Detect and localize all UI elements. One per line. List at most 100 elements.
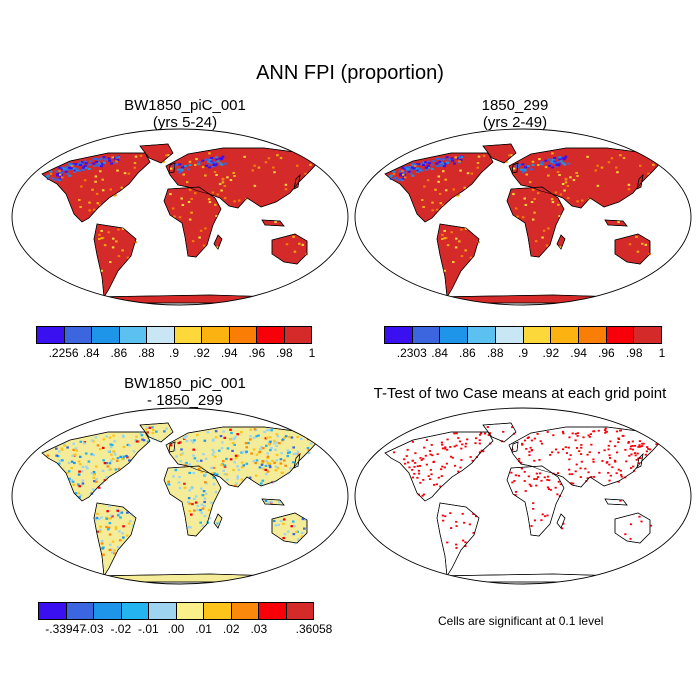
significant-cell	[425, 463, 428, 466]
colorbar-tick-label: .96	[248, 346, 266, 360]
coastline-japan	[293, 453, 301, 469]
significant-cell	[523, 470, 526, 473]
grid-cell	[521, 163, 525, 166]
grid-cell	[558, 215, 561, 218]
grid-cell	[454, 246, 458, 249]
grid-cell	[258, 450, 262, 453]
grid-cell	[189, 526, 192, 529]
significant-cell	[644, 453, 647, 456]
significant-cell	[538, 458, 541, 461]
grid-cell	[236, 433, 240, 436]
grid-cell	[411, 174, 415, 177]
grid-cell	[66, 172, 70, 175]
grid-cell	[275, 444, 279, 448]
world-map-case2	[354, 128, 692, 306]
grid-cell	[274, 465, 278, 468]
grid-cell	[70, 460, 74, 463]
world-map-diff	[11, 407, 349, 585]
grid-cell	[208, 158, 212, 161]
significant-cell	[603, 429, 607, 432]
grid-cell	[564, 177, 568, 180]
grid-cell	[84, 166, 88, 169]
grid-cell	[215, 156, 219, 159]
grid-cell	[201, 159, 205, 162]
panel-title-diff: BW1850_piC_001 - 1850_299	[20, 375, 350, 409]
grid-cell	[188, 218, 192, 221]
grid-cell	[208, 517, 212, 520]
significant-cell	[427, 475, 430, 478]
grid-cell	[112, 450, 115, 453]
significant-cell	[570, 482, 573, 485]
significant-cell	[460, 459, 463, 461]
colorbar-case1: .2256.84 .86 .88 .9 .92 .94 .96 .98 1	[36, 326, 315, 360]
grid-cell	[200, 487, 203, 490]
grid-cell	[173, 215, 176, 218]
grid-cell	[183, 165, 187, 168]
grid-cell	[412, 167, 416, 170]
colorbar-tick-label: 1	[658, 346, 666, 360]
grid-cell	[116, 457, 120, 460]
grid-cell	[273, 171, 276, 174]
significant-cell	[549, 488, 552, 491]
significant-cell	[524, 490, 527, 492]
grid-cell	[214, 430, 218, 433]
grid-cell	[444, 178, 447, 181]
grid-cell	[103, 479, 107, 482]
grid-cell	[521, 171, 525, 174]
significant-cell	[408, 466, 411, 469]
significant-cell	[466, 438, 469, 441]
grid-cell	[531, 160, 535, 163]
grid-cell	[109, 443, 113, 446]
map-border	[354, 407, 692, 585]
grid-cell	[116, 158, 120, 161]
grid-cell	[188, 502, 191, 505]
significant-cell	[411, 440, 414, 443]
significant-cell	[411, 468, 414, 471]
grid-cell	[226, 478, 229, 481]
coastline-indonesia	[261, 498, 285, 506]
significant-cell	[514, 491, 518, 493]
significant-cell	[637, 446, 640, 448]
significant-cell	[617, 468, 620, 471]
grid-cell	[437, 157, 441, 160]
grid-cell	[179, 460, 183, 463]
grid-cell	[220, 447, 224, 450]
significant-cell	[525, 447, 528, 450]
continent-nz	[321, 261, 331, 274]
grid-cell	[185, 435, 188, 438]
grid-cell	[521, 216, 525, 219]
grid-cell	[105, 435, 108, 438]
grid-cell	[68, 477, 71, 480]
grid-cell	[254, 474, 258, 477]
grid-cell	[392, 172, 396, 175]
grid-cell	[98, 233, 101, 236]
significant-cell	[574, 432, 577, 435]
grid-cell	[303, 518, 307, 521]
continent-africa	[506, 186, 565, 258]
grid-cell	[260, 446, 263, 449]
colorbar-swatch	[257, 327, 285, 343]
grid-cell	[284, 188, 288, 191]
grid-cell	[220, 463, 223, 467]
grid-cell	[116, 509, 120, 512]
grid-cell	[540, 161, 544, 164]
grid-cell	[528, 181, 532, 184]
significant-cell	[605, 430, 608, 433]
significant-cell	[571, 473, 574, 476]
coastline-eurasia	[508, 147, 664, 209]
grid-cell	[245, 450, 248, 453]
grid-cell	[259, 448, 262, 451]
grid-cell	[196, 508, 199, 512]
coastline-greenland	[482, 143, 517, 164]
significant-cell	[590, 443, 593, 446]
grid-cell	[307, 448, 311, 452]
grid-cell	[463, 186, 467, 189]
colorbar-swatch	[286, 603, 313, 619]
grid-cell	[82, 442, 86, 445]
grid-cell	[49, 170, 53, 173]
significant-cell	[433, 483, 436, 486]
grid-cell	[214, 203, 217, 206]
grid-cell	[116, 169, 119, 172]
grid-cell	[438, 192, 442, 195]
grid-cell	[389, 174, 393, 177]
